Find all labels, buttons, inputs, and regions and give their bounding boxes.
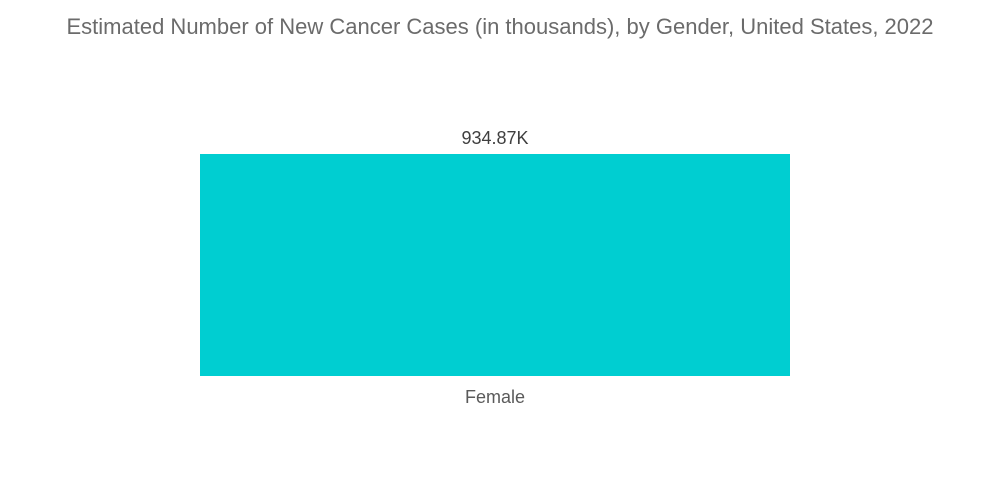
bars-layer: [200, 154, 790, 376]
bar-female: [200, 154, 790, 376]
x-tick-label-female: Female: [465, 387, 525, 407]
data-label-female: 934.87K: [461, 128, 528, 148]
chart-title: Estimated Number of New Cancer Cases (in…: [66, 14, 934, 39]
labels-layer: 934.87K: [461, 128, 528, 148]
x-axis-ticks: Female: [465, 387, 525, 407]
